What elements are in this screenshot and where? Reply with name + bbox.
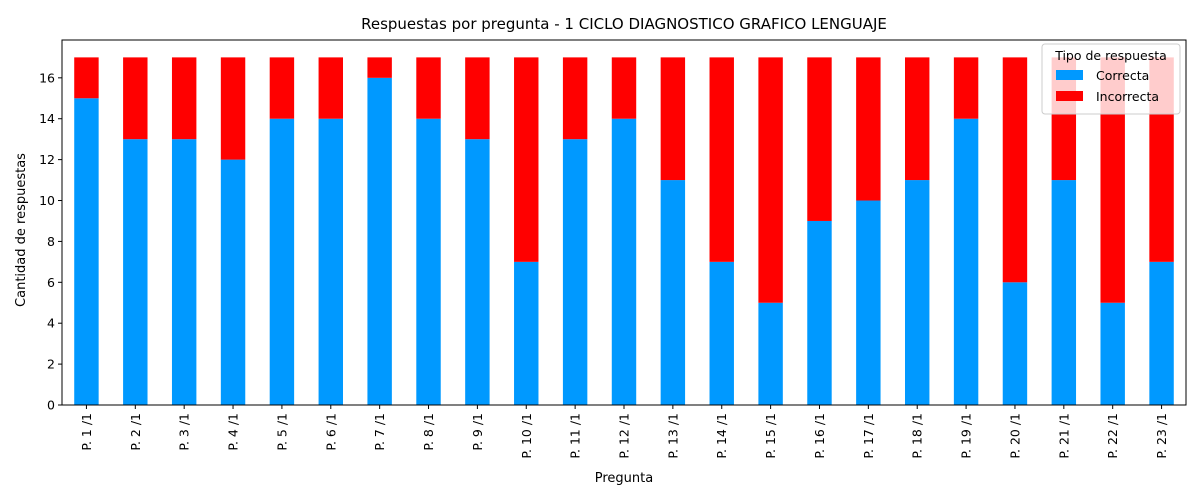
x-axis: P. 1 /1 P. 2 /1 P. 3 /1 P. 4 /1 P. 5 /1 P. 6 … xyxy=(79,405,1169,459)
x-tick-label: P. 13 /1 xyxy=(665,413,680,459)
x-tick-label: P. 17 /1 xyxy=(861,413,876,459)
bar-correcta-1 xyxy=(74,98,99,405)
y-tick-label: 2 xyxy=(47,357,55,372)
bar-correcta-21 xyxy=(1051,180,1077,405)
x-tick-label: P. 14 /1 xyxy=(714,413,729,459)
x-tick-label: P. 7 /1 xyxy=(372,413,387,451)
x-tick-label: P. 18 /1 xyxy=(910,413,925,459)
y-tick-label: 12 xyxy=(39,152,55,167)
bar-incorrecta-17 xyxy=(856,57,881,201)
bar-correcta-13 xyxy=(660,180,686,405)
y-tick-label: 4 xyxy=(47,316,55,331)
x-tick-label: P. 1 /1 xyxy=(79,413,94,451)
bar-incorrecta-1 xyxy=(74,57,99,99)
x-tick-label: P. 10 /1 xyxy=(519,413,534,459)
y-axis-label: Cantidad de respuestas xyxy=(14,153,29,307)
bar-incorrecta-18 xyxy=(905,57,930,181)
x-tick-label: P. 5 /1 xyxy=(274,413,289,451)
bar-correcta-5 xyxy=(269,118,295,405)
bar-incorrecta-9 xyxy=(465,57,490,140)
y-tick-label: 0 xyxy=(47,398,55,413)
bar-correcta-11 xyxy=(562,139,588,406)
bar-incorrecta-19 xyxy=(953,57,979,119)
y-tick-label: 10 xyxy=(39,193,55,208)
bar-correcta-16 xyxy=(807,220,832,405)
bar-incorrecta-7 xyxy=(367,57,392,78)
bar-correcta-10 xyxy=(514,261,539,405)
x-tick-label: P. 12 /1 xyxy=(617,413,632,459)
bar-incorrecta-5 xyxy=(269,57,295,119)
bar-incorrecta-15 xyxy=(758,57,783,303)
bar-incorrecta-10 xyxy=(514,57,539,262)
legend-title: Tipo de respuesta xyxy=(1054,48,1167,63)
bar-correcta-23 xyxy=(1149,261,1174,405)
bar-correcta-14 xyxy=(709,261,734,405)
bar-correcta-9 xyxy=(465,139,490,406)
bar-correcta-7 xyxy=(367,77,392,405)
x-tick-label: P. 20 /1 xyxy=(1007,413,1022,459)
bar-correcta-15 xyxy=(758,302,783,405)
legend-swatch-correcta xyxy=(1056,70,1083,80)
bar-correcta-12 xyxy=(611,118,637,405)
bar-correcta-22 xyxy=(1100,302,1125,405)
y-tick-label: 14 xyxy=(39,111,55,126)
x-tick-label: P. 15 /1 xyxy=(763,413,778,459)
x-tick-label: P. 21 /1 xyxy=(1056,413,1071,459)
bar-incorrecta-3 xyxy=(171,57,197,140)
x-tick-label: P. 4 /1 xyxy=(226,413,241,451)
bar-incorrecta-8 xyxy=(416,57,441,119)
bar-correcta-19 xyxy=(953,118,979,405)
bar-correcta-6 xyxy=(318,118,343,405)
bar-incorrecta-12 xyxy=(611,57,637,119)
x-tick-label: P. 8 /1 xyxy=(421,413,436,451)
plot-frame xyxy=(61,39,1187,406)
legend-swatch-incorrecta xyxy=(1056,91,1083,101)
bar-incorrecta-16 xyxy=(807,57,832,221)
legend-items: Correcta Incorrecta xyxy=(1056,68,1159,104)
bar-correcta-18 xyxy=(905,180,930,405)
bar-incorrecta-13 xyxy=(660,57,686,181)
bar-correcta-20 xyxy=(1002,282,1028,405)
bar-correcta-4 xyxy=(220,159,246,405)
x-tick-label: P. 19 /1 xyxy=(959,413,974,459)
x-tick-label: P. 9 /1 xyxy=(470,413,485,451)
bar-correcta-2 xyxy=(123,139,148,406)
bar-correcta-3 xyxy=(171,139,197,406)
chart-title: Respuestas por pregunta - 1 CICLO DIAGNO… xyxy=(361,15,887,33)
x-axis-label: Pregunta xyxy=(595,471,653,486)
bar-correcta-17 xyxy=(856,200,881,405)
y-tick-label: 16 xyxy=(39,70,55,85)
y-axis: 0 2 4 6 8 10 12 14 16 xyxy=(39,70,62,413)
x-tick-label: P. 23 /1 xyxy=(1154,413,1169,459)
legend-label-incorrecta: Incorrecta xyxy=(1096,89,1159,104)
y-tick-label: 8 xyxy=(47,234,55,249)
x-tick-label: P. 6 /1 xyxy=(323,413,338,451)
x-tick-label: P. 11 /1 xyxy=(568,413,583,459)
bar-incorrecta-4 xyxy=(220,57,246,160)
bar-incorrecta-6 xyxy=(318,57,343,119)
x-tick-label: P. 16 /1 xyxy=(812,413,827,459)
x-tick-label: P. 2 /1 xyxy=(128,413,143,451)
bar-incorrecta-2 xyxy=(123,57,148,140)
y-tick-label: 6 xyxy=(47,275,55,290)
bars-group xyxy=(74,57,1174,406)
bar-correcta-8 xyxy=(416,118,441,405)
bar-incorrecta-14 xyxy=(709,57,734,262)
x-tick-label: P. 3 /1 xyxy=(177,413,192,451)
legend: Tipo de respuesta Correcta Incorrecta xyxy=(1041,43,1181,115)
bar-incorrecta-20 xyxy=(1002,57,1028,283)
bar-incorrecta-11 xyxy=(562,57,588,140)
x-tick-label: P. 22 /1 xyxy=(1105,413,1120,459)
legend-label-correcta: Correcta xyxy=(1096,68,1149,83)
